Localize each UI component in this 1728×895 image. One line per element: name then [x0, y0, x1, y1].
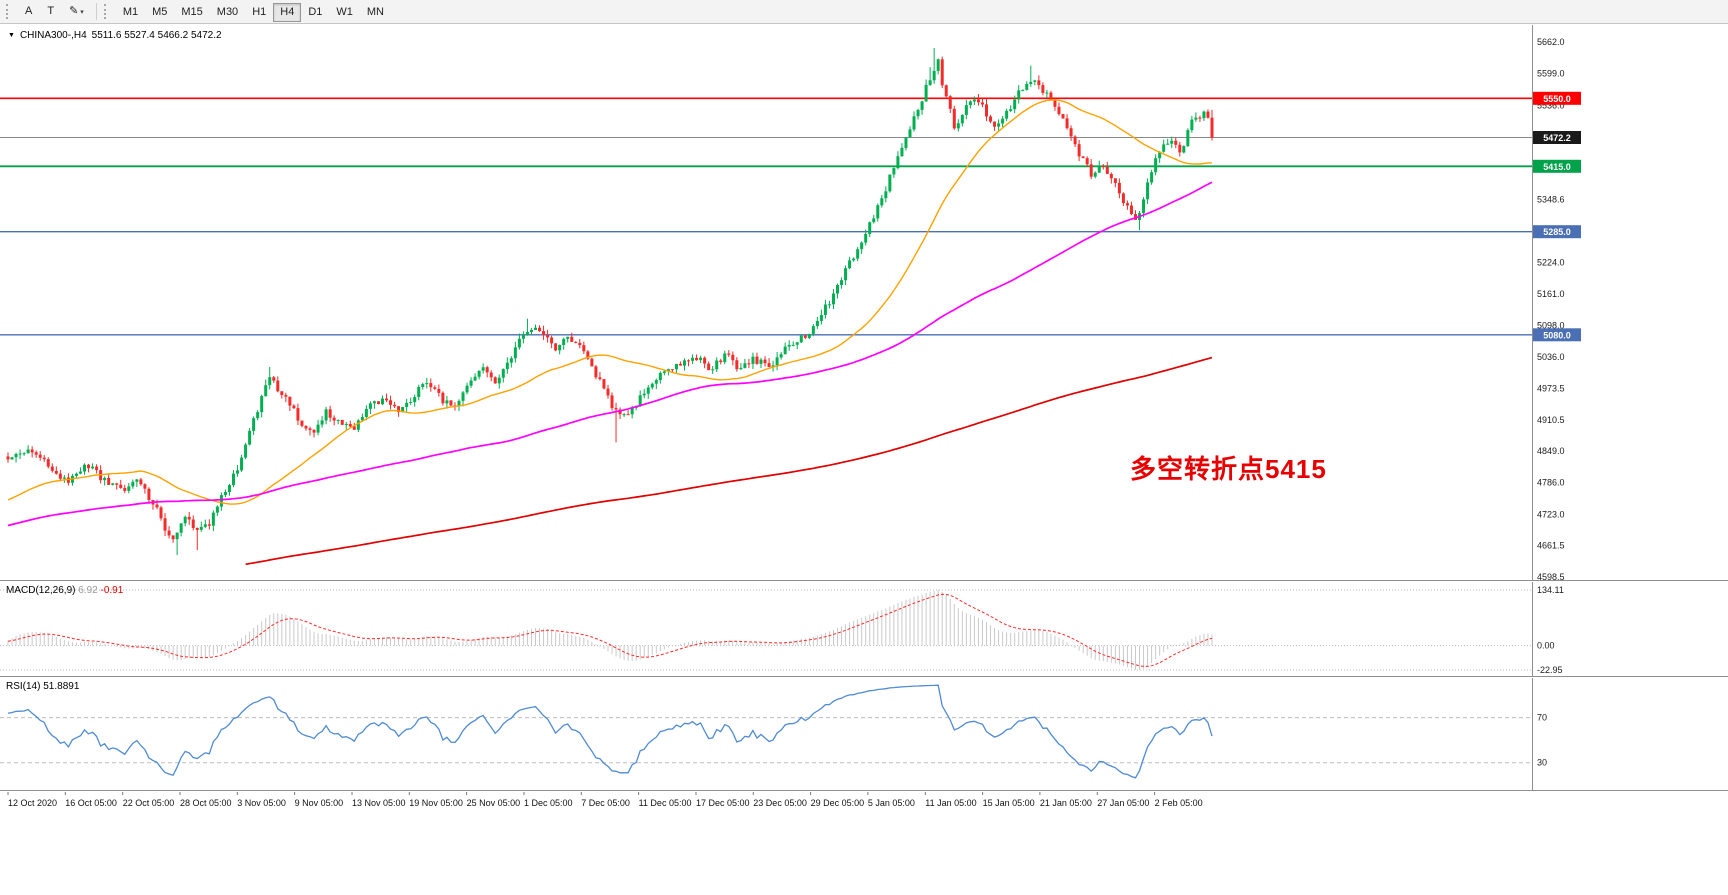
macd-label: MACD(12,26,9) 6.92 -0.91	[6, 585, 123, 596]
time-axis-canvas: 12 Oct 2020 16 Oct 05:00 22 Oct 05:00 28 Oc…	[7, 792, 1203, 808]
svg-text:2 Feb 05:00: 2 Feb 05:00	[1155, 798, 1203, 808]
timeframe-m15-button[interactable]: M15	[174, 3, 209, 22]
chart-symbol-period: CHINA300-,H4	[19, 30, 87, 41]
macd-value-main: 6.92	[78, 585, 98, 596]
svg-text:23 Dec 05:00: 23 Dec 05:00	[753, 798, 807, 808]
toolbar-drag-handle-2[interactable]	[103, 4, 109, 19]
rsi-value: 51.8891	[43, 681, 80, 692]
chevron-down-icon: ▾	[80, 9, 84, 16]
svg-text:-22.95: -22.95	[1537, 665, 1563, 675]
svg-text:21 Jan 05:00: 21 Jan 05:00	[1040, 798, 1092, 808]
text-t-tool-button[interactable]: T	[40, 2, 61, 21]
timeframe-h1-button[interactable]: H1	[245, 3, 273, 22]
timeframe-buttons: M1 M5 M15 M30 H1 H4 D1 W1 MN	[116, 2, 391, 22]
svg-text:4723.0: 4723.0	[1537, 509, 1565, 519]
timeframe-d1-button[interactable]: D1	[301, 3, 329, 22]
timeframe-h4-button[interactable]: H4	[273, 2, 302, 22]
chart-ohlc-values: 5511.6 5527.4 5466.2 5472.2	[91, 30, 222, 41]
svg-text:25 Nov 05:00: 25 Nov 05:00	[467, 798, 521, 808]
svg-text:19 Nov 05:00: 19 Nov 05:00	[409, 798, 463, 808]
svg-text:5 Jan 05:00: 5 Jan 05:00	[868, 798, 915, 808]
svg-text:0.00: 0.00	[1537, 641, 1555, 651]
rsi-label: RSI(14) 51.8891	[6, 681, 79, 692]
main-chart-canvas[interactable]: 5662.0 5599.0 5536.0 5348.6 5224.0 5161.0 5098…	[0, 25, 1728, 581]
draw-tool-button[interactable]: ✎ ▾	[62, 2, 91, 21]
svg-text:11 Jan 05:00: 11 Jan 05:00	[925, 798, 976, 808]
svg-text:5348.6: 5348.6	[1537, 195, 1565, 205]
svg-text:5599.0: 5599.0	[1537, 69, 1565, 79]
svg-text:5080.0: 5080.0	[1543, 330, 1571, 340]
price-axis[interactable]	[1532, 25, 1728, 580]
rsi-panel: 70 30 RSI(14) 51.8891	[0, 678, 1728, 791]
svg-text:4973.5: 4973.5	[1537, 383, 1565, 393]
svg-text:70: 70	[1537, 713, 1547, 723]
cursor-a-tool-button[interactable]: A	[18, 2, 39, 21]
svg-text:4910.5: 4910.5	[1537, 415, 1565, 425]
timeframe-mn-button[interactable]: MN	[360, 3, 391, 22]
expand-arrow-icon: ▼	[8, 32, 15, 39]
macd-canvas[interactable]: 134.11 0.00 -22.95	[0, 582, 1728, 677]
timeframe-w1-button[interactable]: W1	[329, 3, 360, 22]
svg-text:5550.0: 5550.0	[1543, 94, 1571, 104]
timeframe-m5-button[interactable]: M5	[145, 3, 174, 22]
macd-panel: 134.11 0.00 -22.95 MACD(12,26,9) 6.92 -0.9…	[0, 582, 1728, 677]
svg-text:5285.0: 5285.0	[1543, 227, 1571, 237]
svg-text:5536.0: 5536.0	[1537, 100, 1565, 110]
svg-text:16 Oct 05:00: 16 Oct 05:00	[65, 798, 117, 808]
svg-text:12 Oct 2020: 12 Oct 2020	[8, 798, 57, 808]
macd-name: MACD(12,26,9)	[6, 585, 76, 596]
toolbar: A T ✎ ▾ M1 M5 M15 M30 H1 H4 D1 W1 MN	[0, 0, 1728, 24]
svg-text:4849.0: 4849.0	[1537, 446, 1565, 456]
svg-text:5415.0: 5415.0	[1543, 162, 1571, 172]
timeframe-m1-button[interactable]: M1	[116, 3, 145, 22]
svg-text:11 Dec 05:00: 11 Dec 05:00	[639, 798, 692, 808]
svg-text:134.11: 134.11	[1537, 585, 1564, 595]
time-axis[interactable]: 12 Oct 2020 16 Oct 05:00 22 Oct 05:00 28 Oc…	[0, 792, 1728, 816]
pencil-icon: ✎	[69, 5, 79, 17]
toolbar-drag-handle-1[interactable]	[6, 4, 11, 19]
svg-text:5036.0: 5036.0	[1537, 352, 1565, 362]
toolbar-separator	[95, 3, 97, 20]
svg-text:17 Dec 05:00: 17 Dec 05:00	[696, 798, 750, 808]
svg-text:9 Nov 05:00: 9 Nov 05:00	[295, 798, 344, 808]
chart-title: ▼ CHINA300-,H4 5511.6 5527.4 5466.2 5472…	[8, 30, 222, 41]
svg-text:5224.0: 5224.0	[1537, 257, 1565, 267]
svg-text:1 Dec 05:00: 1 Dec 05:00	[524, 798, 573, 808]
svg-text:29 Dec 05:00: 29 Dec 05:00	[811, 798, 865, 808]
svg-text:4598.5: 4598.5	[1537, 572, 1565, 581]
svg-text:5098.0: 5098.0	[1537, 321, 1565, 331]
svg-text:7 Dec 05:00: 7 Dec 05:00	[581, 798, 630, 808]
chart-text-annotation[interactable]: 多空转折点5415	[1130, 454, 1327, 484]
svg-text:30: 30	[1537, 758, 1547, 768]
svg-text:4786.0: 4786.0	[1537, 478, 1565, 488]
macd-value-signal: -0.91	[100, 585, 124, 596]
svg-text:27 Jan 05:00: 27 Jan 05:00	[1097, 798, 1149, 808]
svg-text:3 Nov 05:00: 3 Nov 05:00	[237, 798, 286, 808]
svg-text:15 Jan 05:00: 15 Jan 05:00	[983, 798, 1035, 808]
svg-text:28 Oct 05:00: 28 Oct 05:00	[180, 798, 232, 808]
svg-text:5161.0: 5161.0	[1537, 289, 1565, 299]
rsi-name: RSI(14)	[6, 681, 41, 692]
timeframe-m30-button[interactable]: M30	[210, 3, 245, 22]
svg-text:13 Nov 05:00: 13 Nov 05:00	[352, 798, 406, 808]
main-chart-panel: 5662.0 5599.0 5536.0 5348.6 5224.0 5161.0 5098…	[0, 25, 1728, 581]
rsi-canvas[interactable]: 70 30	[0, 678, 1728, 791]
svg-text:5472.2: 5472.2	[1543, 133, 1571, 143]
svg-text:22 Oct 05:00: 22 Oct 05:00	[123, 798, 175, 808]
svg-text:5662.0: 5662.0	[1537, 37, 1565, 47]
svg-text:4661.5: 4661.5	[1537, 540, 1565, 550]
